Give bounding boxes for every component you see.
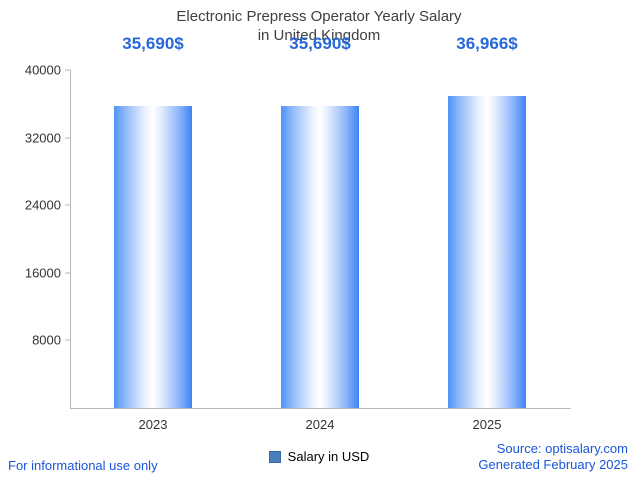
- bar-2023: [114, 106, 192, 408]
- legend-label-salary-in-usd: Salary in USD: [287, 449, 370, 464]
- ytick-label-32000: 32000: [24, 130, 61, 146]
- ytick-mark: [65, 204, 71, 206]
- ytick-mark: [65, 339, 71, 341]
- bar-2024: [281, 106, 359, 408]
- source-text[interactable]: Source: optisalary.com: [496, 440, 628, 456]
- chart-title-line1: Electronic Prepress Operator Yearly Sala…: [176, 8, 462, 25]
- ytick-label-8000: 8000: [32, 332, 61, 348]
- plot-area: 40000 32000 24000 16000 8000 35,690$ 35,…: [25, 34, 571, 432]
- ytick-label-16000: 16000: [24, 265, 61, 281]
- bar-2025: [448, 95, 526, 408]
- ytick-mark: [65, 272, 71, 274]
- disclaimer-text: For informational use only: [8, 458, 158, 473]
- chart-title-line2: in United Kingdom: [257, 26, 381, 44]
- xtick-label-2025: 2025: [472, 417, 502, 432]
- xtick-label-2023: 2023: [138, 417, 168, 432]
- ytick-mark: [65, 69, 71, 71]
- ytick-label-24000: 24000: [24, 197, 61, 213]
- value-label-2023: 35,690$: [122, 34, 184, 53]
- ytick-mark: [65, 137, 71, 139]
- chart-title: Electronic Prepress Operator Yearly Sala…: [0, 8, 638, 46]
- value-label-2024: 35,690$: [289, 34, 351, 53]
- legend-swatch-salary-in-usd: [268, 450, 281, 463]
- ytick-label-40000: 40000: [24, 62, 61, 78]
- generated-text: Generated February 2025: [478, 456, 628, 472]
- value-label-2025: 36,966$: [456, 34, 518, 53]
- legend: Salary in USD: [0, 449, 638, 464]
- source-block: Source: optisalary.com Generated Februar…: [478, 441, 628, 474]
- xtick-label-2024: 2024: [305, 417, 335, 432]
